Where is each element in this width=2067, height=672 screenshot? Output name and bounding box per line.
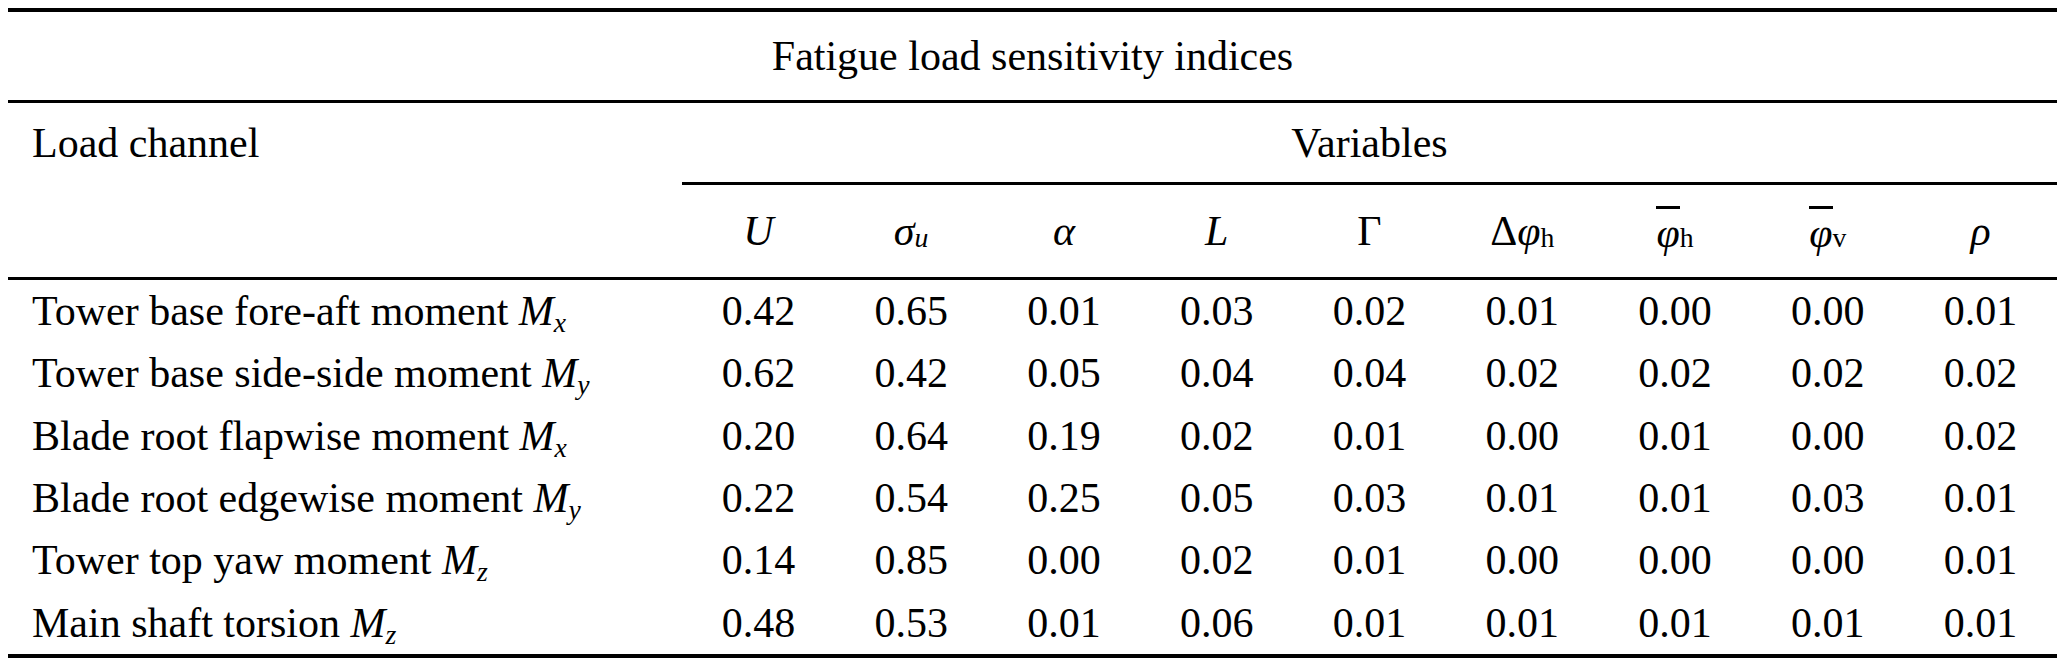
value-cell: 0.20 (682, 412, 835, 460)
table-body: Tower base fore-aft moment Mx 0.42 0.65 … (8, 280, 2057, 654)
value-cell: 0.01 (1446, 599, 1599, 647)
table-row: Main shaft torsion Mz 0.48 0.53 0.01 0.0… (8, 591, 2057, 653)
column-header-delta-phi-h: Δφh (1446, 185, 1599, 277)
table-row: Blade root flapwise moment Mx 0.20 0.64 … (8, 405, 2057, 467)
value-cell: 0.00 (1751, 412, 1904, 460)
value-cell: 0.01 (1293, 599, 1446, 647)
value-cell: 0.01 (1599, 412, 1752, 460)
overline: φ (1809, 206, 1832, 255)
variables-header: Variables (1291, 119, 1447, 167)
value-cell: 0.19 (988, 412, 1141, 460)
value-cell: 0.02 (1140, 536, 1293, 584)
column-header-U: U (682, 185, 835, 277)
value-cell: 0.64 (835, 412, 988, 460)
value-cell: 0.01 (1904, 536, 2057, 584)
table-row: Tower top yaw moment Mz 0.14 0.85 0.00 0… (8, 529, 2057, 591)
table-title-row: Fatigue load sensitivity indices (8, 12, 2057, 100)
row-label: Blade root flapwise moment Mx (8, 412, 682, 460)
header-group-row: Load channel Variables U σu α (8, 103, 2057, 277)
column-header-mean-phi-h: φh (1599, 185, 1752, 277)
value-cell: 0.00 (1446, 412, 1599, 460)
value-cell: 0.62 (682, 349, 835, 397)
column-header-L: L (1140, 185, 1293, 277)
column-header-mean-phi-v: φv (1751, 185, 1904, 277)
value-cell: 0.25 (988, 474, 1141, 522)
row-label: Blade root edgewise moment My (8, 474, 682, 522)
value-cell: 0.01 (1599, 599, 1752, 647)
value-cell: 0.02 (1446, 349, 1599, 397)
column-header-rho: ρ (1904, 185, 2057, 277)
overline: φ (1656, 206, 1679, 255)
bottom-rule (8, 654, 2057, 658)
value-cell: 0.01 (1293, 536, 1446, 584)
value-cell: 0.04 (1293, 349, 1446, 397)
table-title: Fatigue load sensitivity indices (772, 32, 1293, 80)
value-cell: 0.00 (1599, 287, 1752, 335)
value-cell: 0.85 (835, 536, 988, 584)
column-header-alpha: α (988, 185, 1141, 277)
value-cell: 0.00 (1446, 536, 1599, 584)
row-label: Tower top yaw moment Mz (8, 536, 682, 584)
value-cell: 0.53 (835, 599, 988, 647)
value-cell: 0.03 (1751, 474, 1904, 522)
value-cell: 0.00 (1751, 536, 1904, 584)
load-channel-header-cell: Load channel (8, 103, 682, 182)
value-cell: 0.05 (988, 349, 1141, 397)
value-cell: 0.22 (682, 474, 835, 522)
value-cell: 0.42 (835, 349, 988, 397)
value-cell: 0.02 (1904, 349, 2057, 397)
table-row: Blade root edgewise moment My 0.22 0.54 … (8, 467, 2057, 529)
value-cell: 0.03 (1140, 287, 1293, 335)
fatigue-load-table: Fatigue load sensitivity indices Load ch… (8, 8, 2057, 658)
value-cell: 0.42 (682, 287, 835, 335)
value-cell: 0.03 (1293, 474, 1446, 522)
value-cell: 0.02 (1751, 349, 1904, 397)
value-cell: 0.01 (1446, 474, 1599, 522)
table-row: Tower base side-side moment My 0.62 0.42… (8, 342, 2057, 404)
value-cell: 0.54 (835, 474, 988, 522)
value-cell: 0.02 (1599, 349, 1752, 397)
value-cell: 0.01 (1293, 412, 1446, 460)
value-cell: 0.00 (1751, 287, 1904, 335)
value-cell: 0.48 (682, 599, 835, 647)
value-cell: 0.05 (1140, 474, 1293, 522)
value-cell: 0.01 (1446, 287, 1599, 335)
value-cell: 0.00 (988, 536, 1141, 584)
value-cell: 0.01 (988, 287, 1141, 335)
value-cell: 0.14 (682, 536, 835, 584)
variable-symbols-row: U σu α L Γ Δφh (682, 185, 2057, 277)
column-header-sigma-u: σu (835, 185, 988, 277)
value-cell: 0.02 (1904, 412, 2057, 460)
row-label: Tower base side-side moment My (8, 349, 682, 397)
column-header-Gamma: Γ (1293, 185, 1446, 277)
load-channel-header: Load channel (32, 119, 259, 167)
value-cell: 0.01 (988, 599, 1141, 647)
paper-table-figure: Fatigue load sensitivity indices Load ch… (0, 0, 2067, 672)
row-label: Main shaft torsion Mz (8, 599, 682, 647)
value-cell: 0.00 (1599, 536, 1752, 584)
row-label: Tower base fore-aft moment Mx (8, 287, 682, 335)
value-cell: 0.01 (1904, 599, 2057, 647)
value-cell: 0.01 (1599, 474, 1752, 522)
value-cell: 0.65 (835, 287, 988, 335)
variables-header-cell: Variables U σu α L (682, 103, 2057, 277)
value-cell: 0.06 (1140, 599, 1293, 647)
value-cell: 0.02 (1140, 412, 1293, 460)
value-cell: 0.01 (1904, 287, 2057, 335)
value-cell: 0.01 (1904, 474, 2057, 522)
value-cell: 0.02 (1293, 287, 1446, 335)
table-row: Tower base fore-aft moment Mx 0.42 0.65 … (8, 280, 2057, 342)
value-cell: 0.04 (1140, 349, 1293, 397)
value-cell: 0.01 (1751, 599, 1904, 647)
